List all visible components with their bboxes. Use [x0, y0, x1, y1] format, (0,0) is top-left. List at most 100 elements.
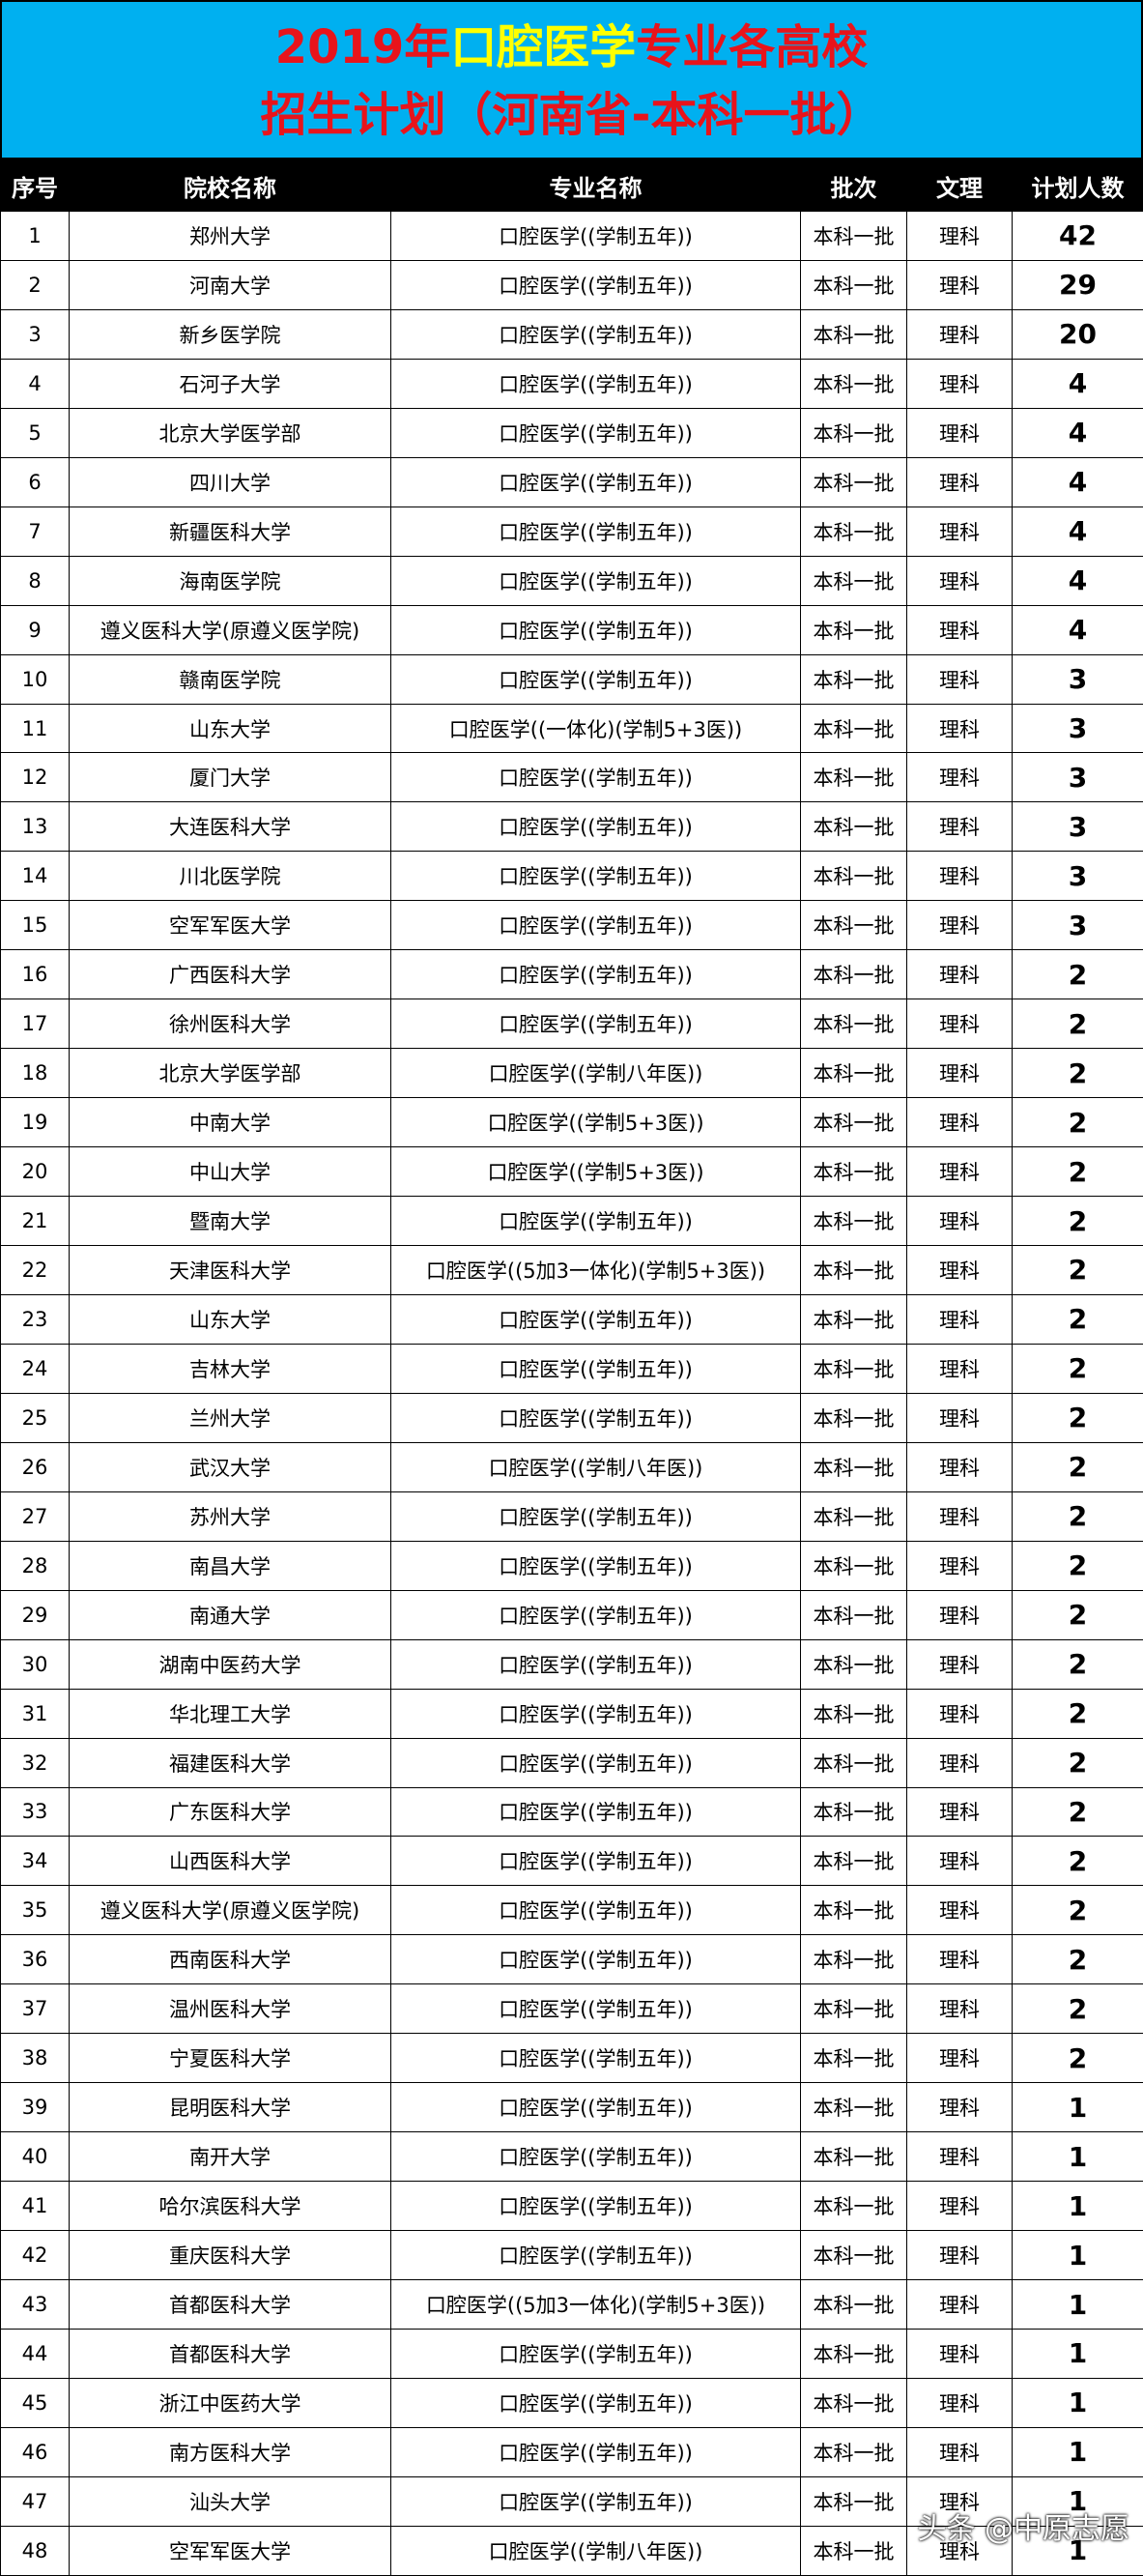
- table-cell: 理科: [907, 704, 1013, 753]
- plan-count: 42: [1013, 212, 1143, 261]
- table-cell: 本科一批: [801, 1098, 907, 1147]
- plan-count: 3: [1013, 654, 1143, 704]
- table-cell: 南通大学: [70, 1590, 391, 1639]
- table-cell: 25: [1, 1393, 70, 1442]
- table-cell: 南昌大学: [70, 1541, 391, 1590]
- table-cell: 本科一批: [801, 753, 907, 802]
- table-cell: 43: [1, 2280, 70, 2330]
- table-cell: 理科: [907, 1294, 1013, 1344]
- title-line1: 2019年口腔医学专业各高校: [2, 14, 1141, 81]
- table-cell: 理科: [907, 1787, 1013, 1837]
- table-cell: 理科: [907, 1935, 1013, 1984]
- table-cell: 吉林大学: [70, 1344, 391, 1393]
- table-cell: 本科一批: [801, 507, 907, 556]
- table-cell: 理科: [907, 1393, 1013, 1442]
- table-cell: 口腔医学((学制五年)): [391, 2427, 801, 2476]
- table-cell: 33: [1, 1787, 70, 1837]
- table-cell: 14: [1, 852, 70, 901]
- table-cell: 口腔医学((一体化)(学制5+3医)): [391, 704, 801, 753]
- table-cell: 理科: [907, 457, 1013, 507]
- table-cell: 理科: [907, 309, 1013, 359]
- table-cell: 新疆医科大学: [70, 507, 391, 556]
- table-cell: 哈尔滨医科大学: [70, 2182, 391, 2231]
- table-cell: 理科: [907, 2329, 1013, 2378]
- plan-count: 1: [1013, 2427, 1143, 2476]
- table-cell: 20: [1, 1147, 70, 1197]
- table-cell: 遵义医科大学(原遵义医学院): [70, 1886, 391, 1935]
- plan-count: 4: [1013, 457, 1143, 507]
- table-cell: 天津医科大学: [70, 1246, 391, 1295]
- table-cell: 本科一批: [801, 1837, 907, 1886]
- table-cell: 理科: [907, 2427, 1013, 2476]
- plan-count: 3: [1013, 704, 1143, 753]
- plan-count: 4: [1013, 605, 1143, 654]
- plan-count: 2: [1013, 1442, 1143, 1491]
- table-cell: 29: [1, 1590, 70, 1639]
- table-cell: 本科一批: [801, 1689, 907, 1738]
- table-cell: 18: [1, 1049, 70, 1098]
- title-part: 2019年: [275, 20, 451, 74]
- table-cell: 新乡医学院: [70, 309, 391, 359]
- table-cell: 48: [1, 2526, 70, 2575]
- table-cell: 36: [1, 1935, 70, 1984]
- plan-count: 2: [1013, 1049, 1143, 1098]
- table-cell: 口腔医学((学制五年)): [391, 1344, 801, 1393]
- table-cell: 28: [1, 1541, 70, 1590]
- table-cell: 口腔医学((学制五年)): [391, 1984, 801, 2034]
- plan-count: 1: [1013, 2182, 1143, 2231]
- table-cell: 理科: [907, 654, 1013, 704]
- table-cell: 13: [1, 802, 70, 852]
- table-cell: 理科: [907, 852, 1013, 901]
- table-cell: 21: [1, 1197, 70, 1246]
- table-cell: 理科: [907, 999, 1013, 1049]
- table-cell: 口腔医学((学制五年)): [391, 1935, 801, 1984]
- title-line2: 招生计划（河南省-本科一批）: [2, 81, 1141, 149]
- table-cell: 理科: [907, 359, 1013, 408]
- table-cell: 徐州医科大学: [70, 999, 391, 1049]
- table-cell: 西南医科大学: [70, 1935, 391, 1984]
- table-cell: 北京大学医学部: [70, 1049, 391, 1098]
- table-cell: 31: [1, 1689, 70, 1738]
- table-cell: 理科: [907, 802, 1013, 852]
- table-cell: 本科一批: [801, 1935, 907, 1984]
- table-cell: 口腔医学((学制八年医)): [391, 1442, 801, 1491]
- table-cell: 45: [1, 2378, 70, 2427]
- table-cell: 大连医科大学: [70, 802, 391, 852]
- plan-count: 2: [1013, 999, 1143, 1049]
- table-cell: 口腔医学((5加3一体化)(学制5+3医)): [391, 2280, 801, 2330]
- table-cell: 理科: [907, 901, 1013, 950]
- table-cell: 山东大学: [70, 704, 391, 753]
- plan-count: 2: [1013, 1590, 1143, 1639]
- table-cell: 兰州大学: [70, 1393, 391, 1442]
- table-cell: 口腔医学((学制五年)): [391, 1393, 801, 1442]
- table-cell: 39: [1, 2083, 70, 2132]
- table-cell: 本科一批: [801, 605, 907, 654]
- table-cell: 口腔医学((5加3一体化)(学制5+3医)): [391, 1246, 801, 1295]
- table-cell: 口腔医学((学制五年)): [391, 408, 801, 457]
- table-cell: 3: [1, 309, 70, 359]
- table-cell: 遵义医科大学(原遵义医学院): [70, 605, 391, 654]
- table-cell: 本科一批: [801, 1442, 907, 1491]
- title-part: 专业各高校: [636, 20, 868, 74]
- table-cell: 首都医科大学: [70, 2280, 391, 2330]
- table-cell: 本科一批: [801, 1787, 907, 1837]
- table-cell: 南开大学: [70, 2132, 391, 2182]
- plan-count: 2: [1013, 1147, 1143, 1197]
- table-cell: 口腔医学((学制五年)): [391, 1689, 801, 1738]
